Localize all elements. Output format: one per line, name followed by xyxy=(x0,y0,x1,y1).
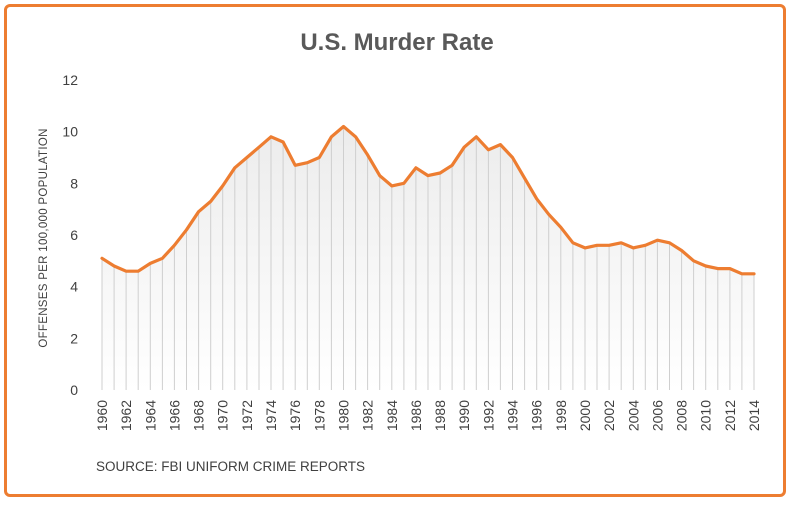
x-tick-label: 1968 xyxy=(191,400,207,431)
x-tick-label: 1998 xyxy=(553,400,569,431)
x-tick-label: 1992 xyxy=(480,400,496,431)
x-tick-label: 1990 xyxy=(456,400,472,431)
x-tick-label: 1994 xyxy=(505,400,521,431)
y-axis-label: OFFENSES PER 100,000 POPULATION xyxy=(38,128,50,347)
x-tick-label: 2000 xyxy=(577,400,593,431)
y-tick-label: 6 xyxy=(70,227,78,243)
x-tick-label: 2014 xyxy=(746,400,762,431)
x-tick-label: 1980 xyxy=(336,400,352,431)
x-tick-label: 2004 xyxy=(625,400,641,431)
x-tick-label: 1978 xyxy=(311,400,327,431)
x-tick-label: 1984 xyxy=(384,400,400,431)
y-tick-label: 4 xyxy=(70,279,78,295)
x-tick-label: 1960 xyxy=(94,400,110,431)
y-tick-label: 0 xyxy=(70,382,78,398)
x-tick-label: 2002 xyxy=(601,400,617,431)
x-tick-label: 1988 xyxy=(432,400,448,431)
y-tick-label: 10 xyxy=(62,124,78,140)
x-tick-label: 1976 xyxy=(287,400,303,431)
x-tick-label: 1982 xyxy=(360,400,376,431)
chart-title: U.S. Murder Rate xyxy=(300,29,493,56)
x-tick-label: 2012 xyxy=(722,400,738,431)
y-tick-label: 12 xyxy=(62,72,78,88)
x-tick-label: 1996 xyxy=(529,400,545,431)
x-tick-label: 2006 xyxy=(649,400,665,431)
series-line xyxy=(100,124,756,276)
x-tick-label: 1986 xyxy=(408,400,424,431)
y-tick-label: 8 xyxy=(70,175,78,191)
y-tick-label: 2 xyxy=(70,330,78,346)
x-tick-label: 1964 xyxy=(142,400,158,431)
x-tick-label: 1962 xyxy=(118,400,134,431)
x-tick-label: 1970 xyxy=(215,400,231,431)
source-note: SOURCE: FBI UNIFORM CRIME REPORTS xyxy=(96,459,365,474)
x-tick-label: 1974 xyxy=(263,400,279,431)
x-tick-label: 1966 xyxy=(166,400,182,431)
x-tick-label: 2010 xyxy=(698,400,714,431)
x-tick-label: 1972 xyxy=(239,400,255,431)
x-tick-label: 2008 xyxy=(674,400,690,431)
